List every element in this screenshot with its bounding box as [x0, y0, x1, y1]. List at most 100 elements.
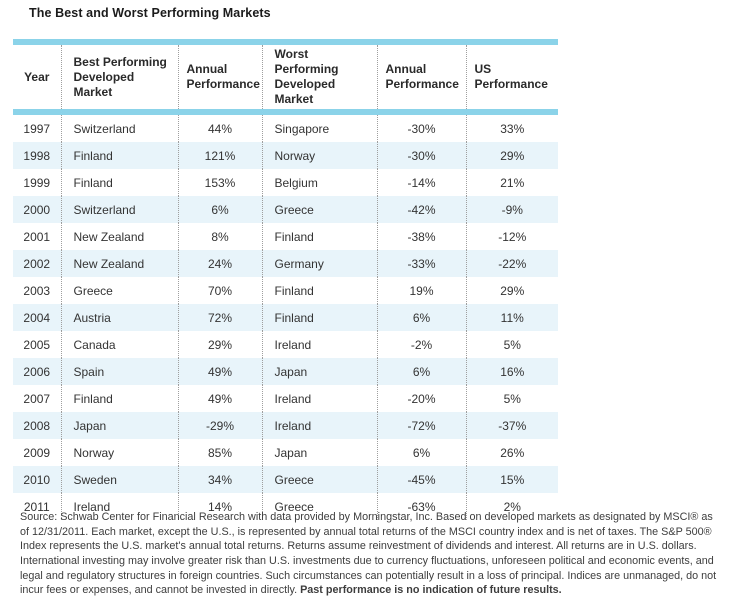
- table-cell: -20%: [376, 385, 466, 412]
- table-cell: Finland: [261, 223, 377, 250]
- table-cell: -30%: [376, 142, 466, 169]
- table-row: 2011 Ireland 14% Greece -63% 2%: [13, 493, 558, 520]
- table-cell: Ireland: [261, 385, 377, 412]
- table-cell: 29%: [465, 142, 558, 169]
- table-cell: Singapore: [261, 112, 377, 142]
- table-row: 2000 Switzerland 6% Greece -42% -9%: [13, 196, 558, 223]
- table-row: 2006 Spain 49% Japan 6% 16%: [13, 358, 558, 385]
- table-header-row: Year Best Performing Developed Market Annu…: [13, 39, 558, 115]
- table-cell: 16%: [465, 358, 558, 385]
- table-cell: 49%: [177, 358, 262, 385]
- table-cell: Switzerland: [60, 112, 178, 142]
- table-cell: 33%: [465, 112, 558, 142]
- table-cell: 5%: [465, 331, 558, 358]
- table-cell: 34%: [177, 466, 262, 493]
- table-row: 2010 Sweden 34% Greece -45% 15%: [13, 466, 558, 493]
- year-cell: 2002: [23, 256, 51, 271]
- table-cell: Japan: [261, 439, 377, 466]
- table-cell: -9%: [465, 196, 558, 223]
- table-cell: Ireland: [261, 331, 377, 358]
- table-cell: Finland: [261, 277, 377, 304]
- table-cell: -63%: [376, 493, 466, 520]
- year-cell: 1999: [23, 175, 51, 190]
- table-cell: Norway: [60, 439, 178, 466]
- year-cell: 1997: [23, 121, 51, 136]
- table-cell: -12%: [465, 223, 558, 250]
- table-cell: Finland: [60, 142, 178, 169]
- year-cell: 2008: [23, 418, 51, 433]
- table-cell: Sweden: [60, 466, 178, 493]
- year-cell: 1998: [23, 148, 51, 163]
- year-cell: 2007: [23, 391, 51, 406]
- table-cell: 21%: [465, 169, 558, 196]
- table-body: 1997 Switzerland 44% Singapore -30% 33% 1998 Fi…: [13, 112, 558, 520]
- table-cell: Ireland: [261, 412, 377, 439]
- table-cell: -2%: [376, 331, 466, 358]
- table-cell: Greece: [60, 277, 178, 304]
- column-header: Annual Performance: [177, 39, 262, 115]
- table-cell: 44%: [177, 112, 262, 142]
- table-cell: 121%: [177, 142, 262, 169]
- source-note-text: Source: Schwab Center for Financial Rese…: [20, 511, 717, 597]
- table-row: 1997 Switzerland 44% Singapore -30% 33%: [13, 112, 558, 142]
- table-cell: Spain: [60, 358, 178, 385]
- table-row: 2007 Finland 49% Ireland -20% 5%: [13, 385, 558, 412]
- table-row: 2009 Norway 85% Japan 6% 26%: [13, 439, 558, 466]
- table-cell: 24%: [177, 250, 262, 277]
- source-note: Source: Schwab Center for Financial Rese…: [20, 510, 718, 598]
- table-cell: Japan: [60, 412, 178, 439]
- table-cell: 14%: [177, 493, 262, 520]
- table-cell: Belgium: [261, 169, 377, 196]
- table-row: 2004 Austria 72% Finland 6% 11%: [13, 304, 558, 331]
- table-cell: 8%: [177, 223, 262, 250]
- table-cell: Switzerland: [60, 196, 178, 223]
- table-cell: -22%: [465, 250, 558, 277]
- table-cell: 70%: [177, 277, 262, 304]
- table-cell: -37%: [465, 412, 558, 439]
- year-cell: 2010: [23, 472, 51, 487]
- table-cell: Finland: [60, 169, 178, 196]
- table-cell: 6%: [177, 196, 262, 223]
- table-cell: -33%: [376, 250, 466, 277]
- year-cell: 2009: [23, 445, 51, 460]
- year-cell: 2004: [23, 310, 51, 325]
- table-cell: Norway: [261, 142, 377, 169]
- table-cell: Germany: [261, 250, 377, 277]
- column-header: Worst Performing Developed Market: [261, 39, 377, 115]
- year-cell: 2006: [23, 364, 51, 379]
- table-cell: Canada: [60, 331, 178, 358]
- table-row: 2003 Greece 70% Finland 19% 29%: [13, 277, 558, 304]
- year-cell: 2011: [23, 499, 50, 514]
- markets-table: Year Best Performing Developed Market Annu…: [13, 39, 558, 520]
- table-cell: -29%: [177, 412, 262, 439]
- column-header: Year: [13, 39, 61, 115]
- table-cell: 11%: [465, 304, 558, 331]
- column-header: Annual Performance: [376, 39, 466, 115]
- column-header: Best Performing Developed Market: [60, 39, 178, 115]
- table-cell: -72%: [376, 412, 466, 439]
- table-row: 1999 Finland 153% Belgium -14% 21%: [13, 169, 558, 196]
- year-cell: 2000: [23, 202, 51, 217]
- table-cell: 72%: [177, 304, 262, 331]
- table-cell: 26%: [465, 439, 558, 466]
- table-cell: 29%: [465, 277, 558, 304]
- table-cell: -14%: [376, 169, 466, 196]
- source-note-emphasis: Past performance is no indication of fut…: [300, 584, 562, 597]
- table-cell: 6%: [376, 439, 466, 466]
- table-cell: -38%: [376, 223, 466, 250]
- table-cell: 29%: [177, 331, 262, 358]
- table-cell: 153%: [177, 169, 262, 196]
- column-header: US Performance: [465, 39, 558, 115]
- table-cell: 6%: [376, 358, 466, 385]
- table-row: 2001 New Zealand 8% Finland -38% -12%: [13, 223, 558, 250]
- table-header: Year Best Performing Developed Market Annu…: [13, 39, 558, 115]
- table-cell: -42%: [376, 196, 466, 223]
- table-cell: Japan: [261, 358, 377, 385]
- table-cell: 19%: [376, 277, 466, 304]
- table-cell: 85%: [177, 439, 262, 466]
- table-cell: -30%: [376, 112, 466, 142]
- table-row: 1998 Finland 121% Norway -30% 29%: [13, 142, 558, 169]
- table-cell: 49%: [177, 385, 262, 412]
- table-cell: 6%: [376, 304, 466, 331]
